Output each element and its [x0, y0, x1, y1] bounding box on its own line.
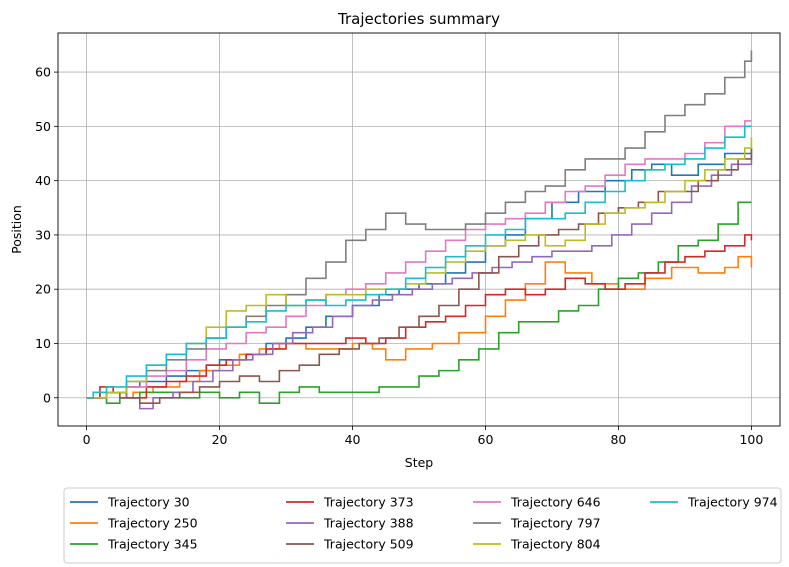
legend-entry: Trajectory 974 [687, 495, 778, 510]
series-line-trajectory-509 [86, 148, 753, 404]
legend-entry: Trajectory 509 [323, 537, 414, 552]
y-tick-label: 20 [35, 282, 51, 297]
y-tick-label: 10 [35, 336, 51, 351]
legend-entry: Trajectory 797 [510, 516, 601, 531]
y-axis-label: Position [9, 205, 24, 254]
plot-frame [57, 32, 781, 427]
x-tick-label: 100 [739, 432, 763, 447]
legend-entry: Trajectory 345 [107, 537, 198, 552]
series-line-trajectory-373 [86, 234, 753, 399]
legend: Trajectory 30 Trajectory 250 Trajectory 34… [63, 487, 782, 564]
series-line-trajectory-797 [86, 50, 753, 399]
y-tick-label: 30 [35, 227, 51, 242]
legend-frame [63, 487, 782, 564]
legend-entry: Trajectory 373 [323, 495, 414, 510]
legend-entry: Trajectory 250 [107, 516, 198, 531]
x-tick-label: 20 [212, 432, 228, 447]
x-tick-label: 40 [345, 432, 361, 447]
y-tick-label: 40 [35, 173, 51, 188]
y-tick-label: 0 [43, 390, 51, 405]
y-axis: 0 10 20 30 40 50 60 [35, 65, 58, 405]
x-tick-label: 80 [610, 432, 626, 447]
legend-entry: Trajectory 30 [107, 495, 190, 510]
x-axis-label: Step [405, 455, 434, 470]
legend-entry: Trajectory 646 [510, 495, 601, 510]
series-line-trajectory-30 [86, 148, 753, 399]
x-axis: 0 20 40 60 80 100 [83, 426, 763, 447]
legend-entry: Trajectory 388 [323, 516, 414, 531]
y-tick-label: 50 [35, 119, 51, 134]
x-tick-label: 0 [83, 432, 91, 447]
x-tick-label: 60 [478, 432, 494, 447]
legend-entry: Trajectory 804 [510, 537, 601, 552]
series-layer [86, 50, 753, 410]
chart-title: Trajectories summary [337, 10, 500, 28]
grid-lines [58, 33, 780, 426]
series-line-trajectory-974 [86, 125, 752, 399]
y-tick-label: 60 [35, 65, 51, 80]
series-line-trajectory-646 [86, 120, 752, 399]
